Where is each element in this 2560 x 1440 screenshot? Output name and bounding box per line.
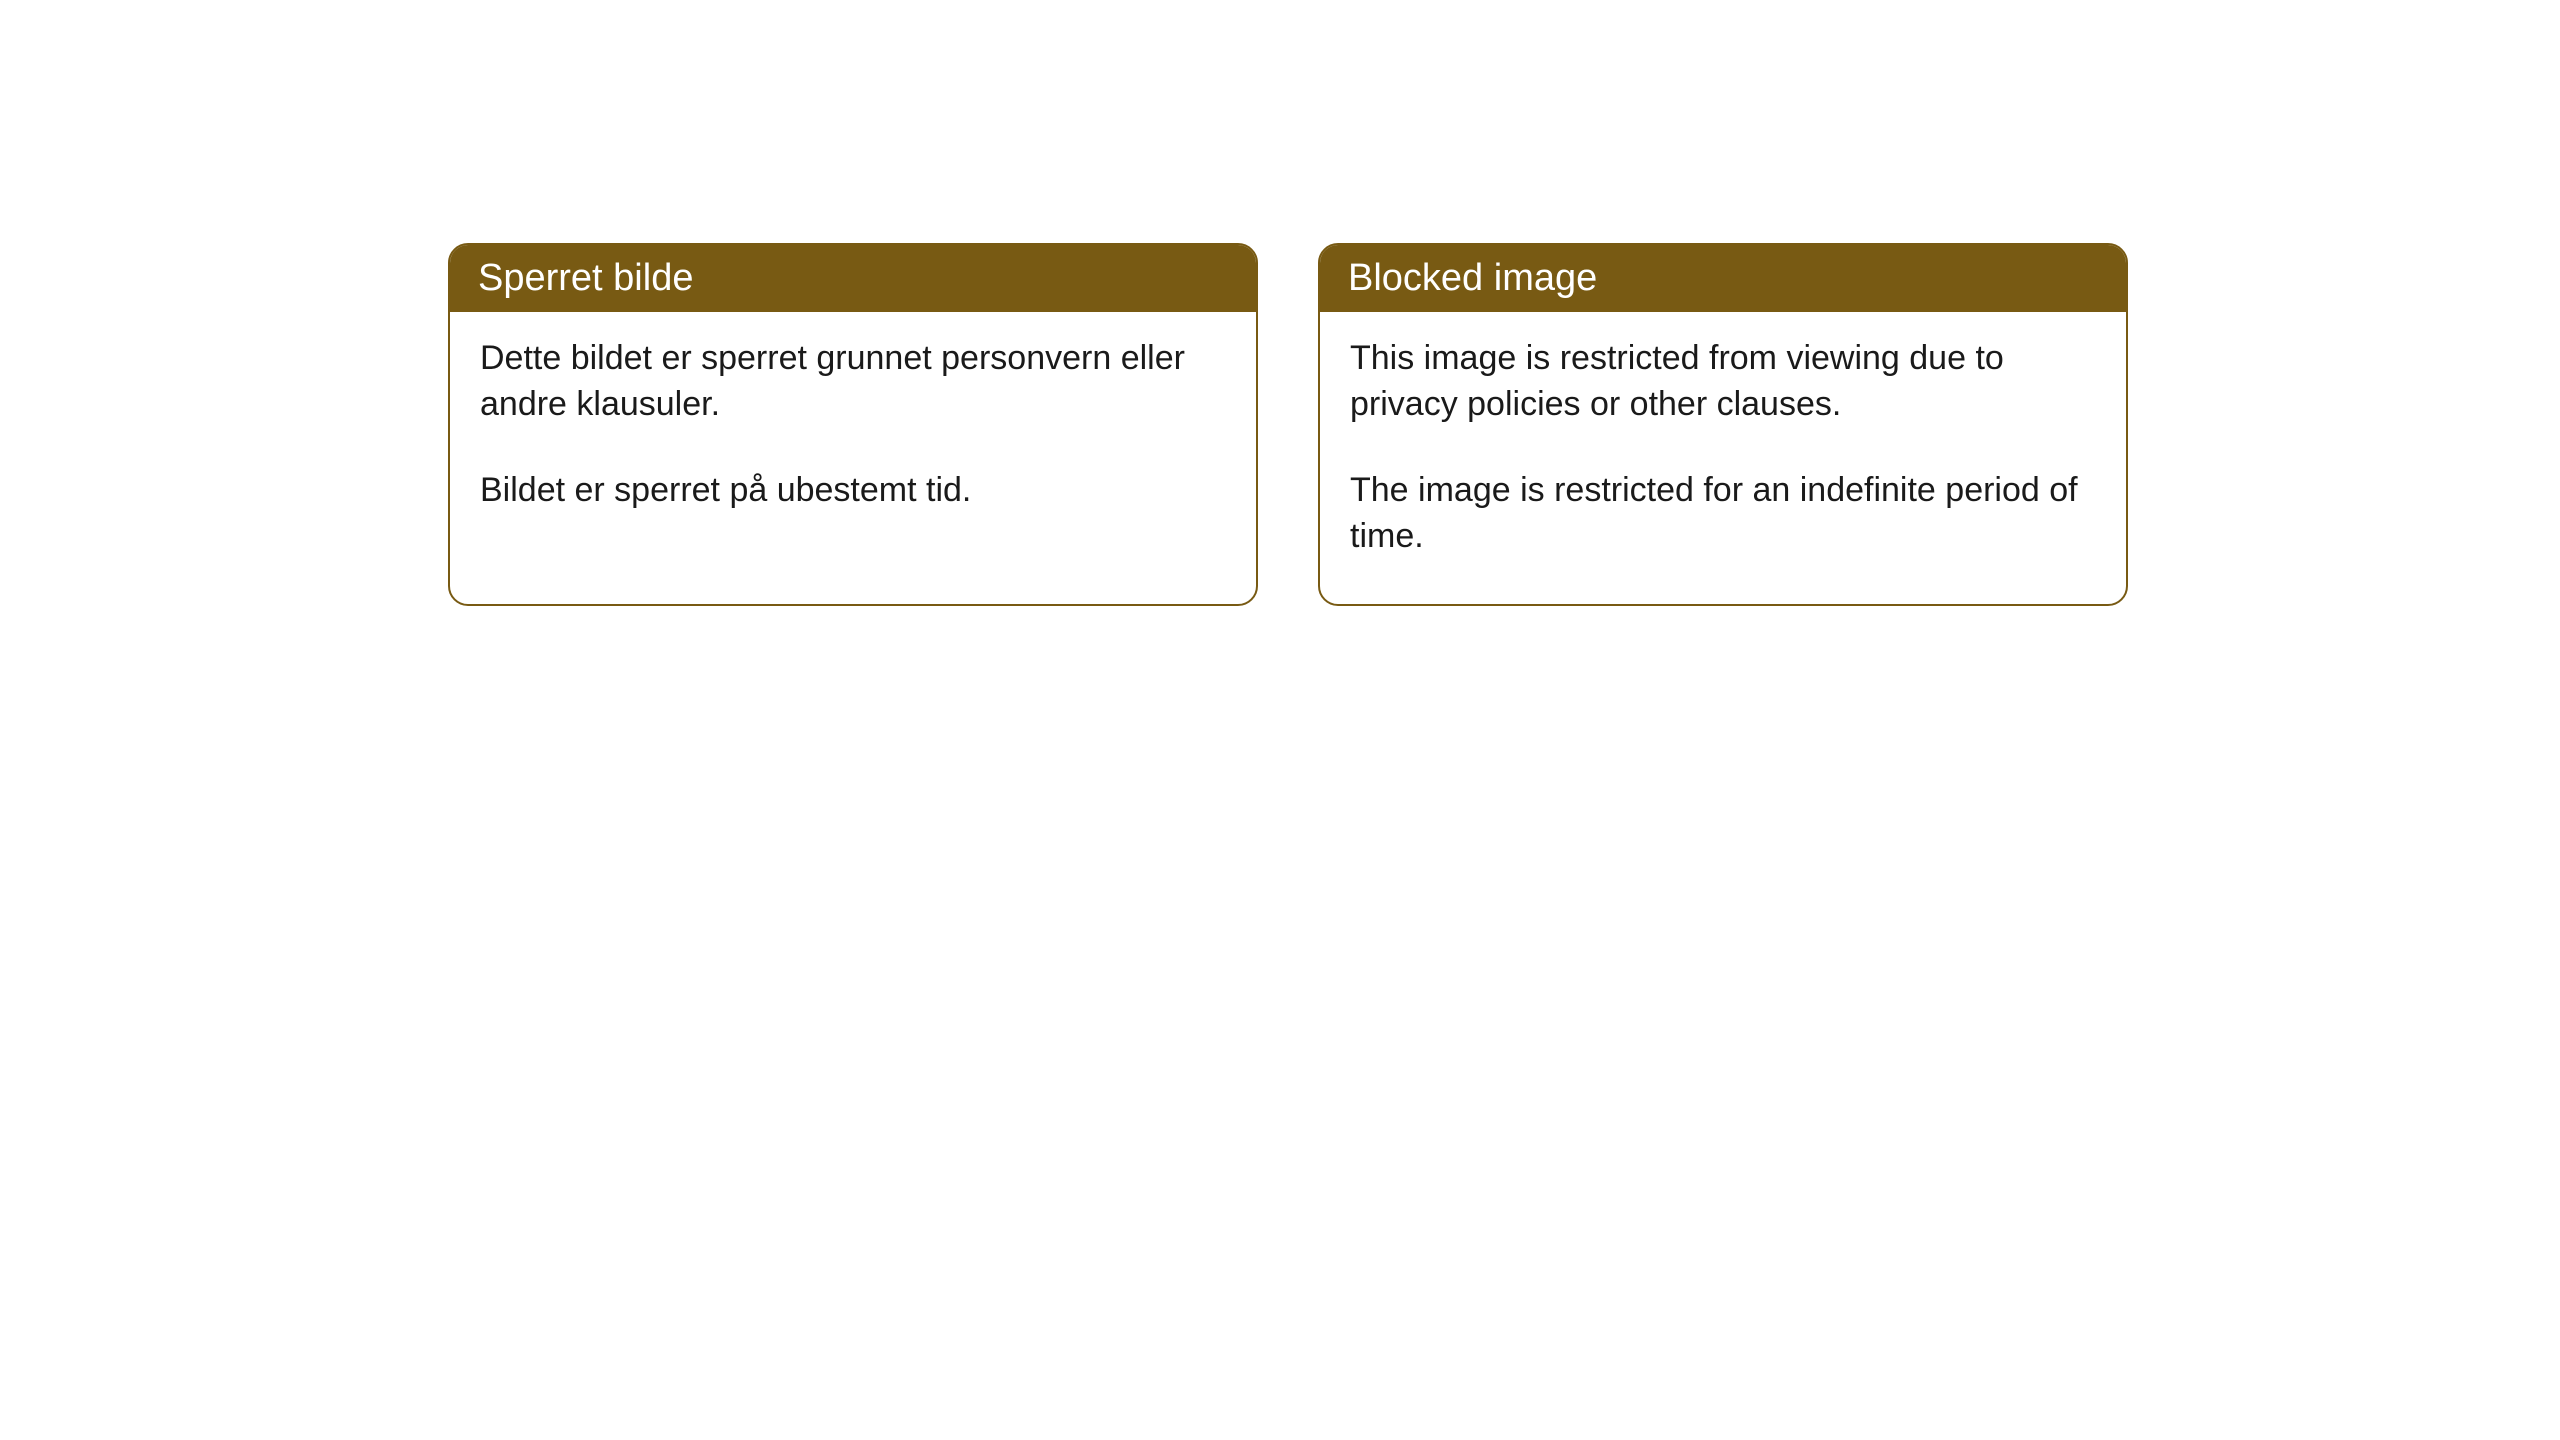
card-paragraph-1-norwegian: Dette bildet er sperret grunnet personve… (480, 336, 1226, 428)
info-cards-container: Sperret bilde Dette bildet er sperret gr… (448, 243, 2128, 606)
card-body-english: This image is restricted from viewing du… (1320, 312, 2126, 604)
card-title-norwegian: Sperret bilde (450, 245, 1256, 312)
card-body-norwegian: Dette bildet er sperret grunnet personve… (450, 312, 1256, 558)
card-title-english: Blocked image (1320, 245, 2126, 312)
card-paragraph-2-english: The image is restricted for an indefinit… (1350, 468, 2096, 560)
blocked-image-card-english: Blocked image This image is restricted f… (1318, 243, 2128, 606)
card-paragraph-2-norwegian: Bildet er sperret på ubestemt tid. (480, 468, 1226, 514)
blocked-image-card-norwegian: Sperret bilde Dette bildet er sperret gr… (448, 243, 1258, 606)
card-paragraph-1-english: This image is restricted from viewing du… (1350, 336, 2096, 428)
